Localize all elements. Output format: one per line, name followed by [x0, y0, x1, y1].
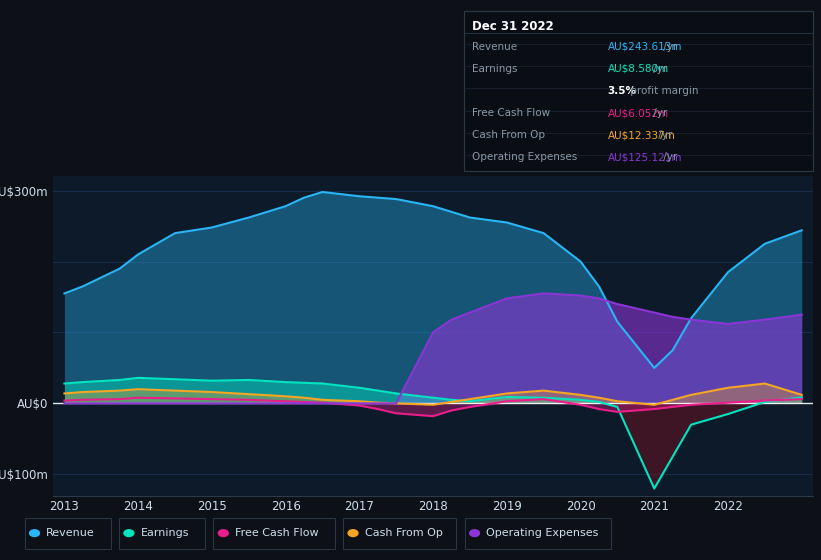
Text: AU$12.337m: AU$12.337m: [608, 130, 676, 140]
Text: Operating Expenses: Operating Expenses: [486, 528, 599, 538]
Text: Revenue: Revenue: [46, 528, 94, 538]
Text: profit margin: profit margin: [626, 86, 698, 96]
Text: AU$6.052m: AU$6.052m: [608, 108, 668, 118]
Text: /yr: /yr: [650, 108, 667, 118]
Text: Earnings: Earnings: [472, 64, 517, 74]
Text: /yr: /yr: [660, 152, 677, 162]
Text: Earnings: Earnings: [140, 528, 189, 538]
Text: Operating Expenses: Operating Expenses: [472, 152, 577, 162]
Text: /yr: /yr: [650, 64, 667, 74]
Text: Dec 31 2022: Dec 31 2022: [472, 20, 554, 32]
Text: Cash From Op: Cash From Op: [472, 130, 545, 140]
Text: AU$125.121m: AU$125.121m: [608, 152, 682, 162]
Text: Free Cash Flow: Free Cash Flow: [472, 108, 550, 118]
Text: Cash From Op: Cash From Op: [365, 528, 443, 538]
Text: /yr: /yr: [655, 130, 672, 140]
Text: /yr: /yr: [660, 42, 677, 52]
Text: AU$8.580m: AU$8.580m: [608, 64, 668, 74]
Text: AU$243.613m: AU$243.613m: [608, 42, 682, 52]
Text: 3.5%: 3.5%: [608, 86, 636, 96]
Text: Free Cash Flow: Free Cash Flow: [235, 528, 319, 538]
Text: Revenue: Revenue: [472, 42, 517, 52]
